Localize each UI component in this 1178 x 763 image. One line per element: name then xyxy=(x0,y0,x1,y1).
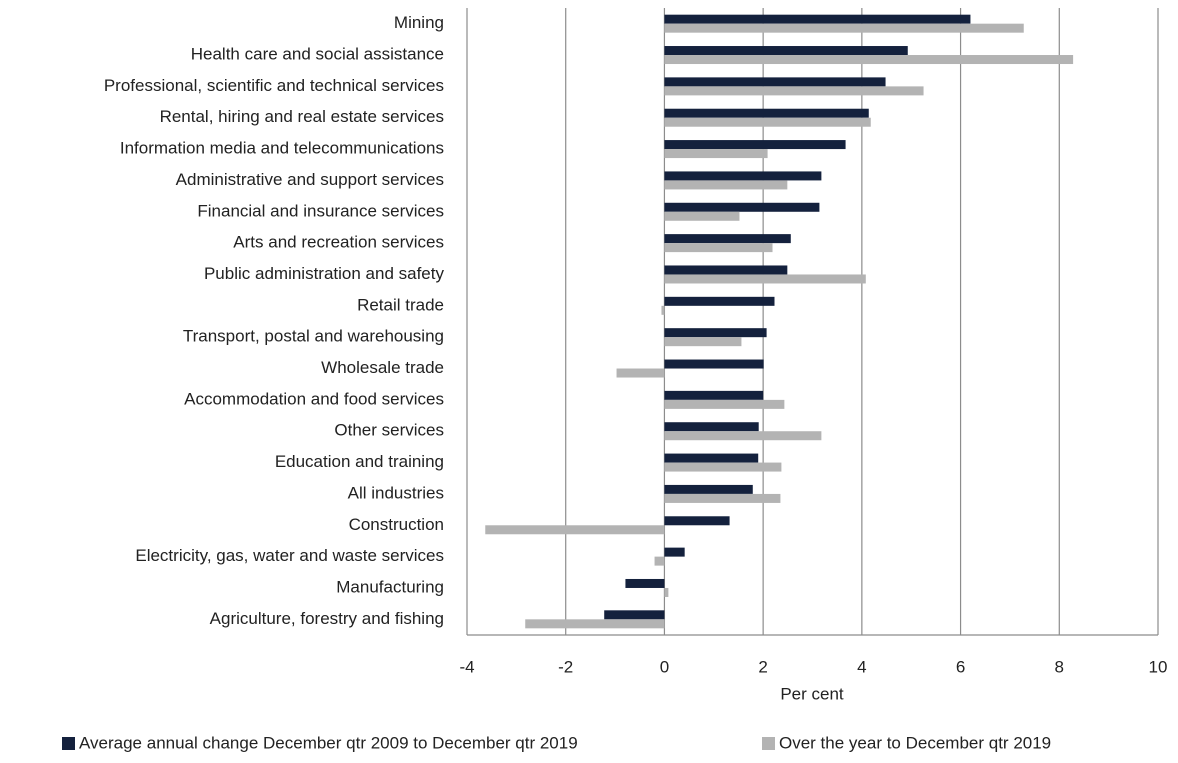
bar xyxy=(664,180,788,190)
bar xyxy=(664,422,759,432)
y-tick-label: Information media and telecommunications xyxy=(120,139,444,158)
bar xyxy=(604,610,665,620)
bar xyxy=(664,274,866,284)
x-tick-label: 4 xyxy=(857,657,866,676)
bar xyxy=(664,117,871,127)
x-tick-label: -4 xyxy=(459,657,474,676)
bar xyxy=(661,305,665,315)
y-tick-label: Other services xyxy=(334,421,444,440)
bar xyxy=(664,484,753,494)
y-tick-label: Wholesale trade xyxy=(321,358,444,377)
bar xyxy=(664,202,820,212)
bar xyxy=(664,516,730,526)
bar xyxy=(616,368,665,378)
bar xyxy=(664,547,685,557)
y-tick-label: Health care and social assistance xyxy=(191,45,444,64)
legend-swatch xyxy=(62,737,75,750)
bar xyxy=(525,619,665,629)
x-tick-label: 0 xyxy=(660,657,669,676)
y-tick-label: Financial and insurance services xyxy=(197,201,444,220)
bar xyxy=(664,46,908,56)
bar xyxy=(664,14,971,24)
bar xyxy=(664,296,775,306)
bar xyxy=(664,243,773,253)
bar xyxy=(664,337,742,347)
y-tick-label: Accommodation and food services xyxy=(184,389,444,408)
bar xyxy=(664,140,846,150)
bar xyxy=(664,462,782,472)
x-tick-label: 10 xyxy=(1149,657,1168,676)
y-tick-label: Administrative and support services xyxy=(176,170,444,189)
y-tick-label: Education and training xyxy=(275,452,444,471)
y-tick-label: Arts and recreation services xyxy=(233,233,444,252)
y-tick-label: Electricity, gas, water and waste servic… xyxy=(135,546,444,565)
legend-swatch xyxy=(762,737,775,750)
y-tick-label: Rental, hiring and real estate services xyxy=(160,107,444,126)
bar xyxy=(654,556,665,566)
bar xyxy=(625,578,665,588)
y-tick-label: Professional, scientific and technical s… xyxy=(104,76,444,95)
legend-label: Over the year to December qtr 2019 xyxy=(779,733,1051,752)
bar xyxy=(664,453,759,463)
bar xyxy=(664,55,1074,65)
y-tick-label: Transport, postal and warehousing xyxy=(183,327,444,346)
bar xyxy=(664,265,788,275)
bar xyxy=(664,359,764,369)
y-tick-label: Manufacturing xyxy=(336,577,444,596)
bar xyxy=(664,23,1024,33)
x-tick-label: 2 xyxy=(758,657,767,676)
bar xyxy=(664,234,791,244)
x-tick-label: 8 xyxy=(1055,657,1064,676)
bar xyxy=(664,390,764,400)
y-tick-label: Construction xyxy=(349,515,444,534)
y-tick-label: Retail trade xyxy=(357,295,444,314)
bar xyxy=(664,108,869,118)
bar xyxy=(664,493,781,503)
y-tick-label: All industries xyxy=(348,483,444,502)
bar xyxy=(664,211,740,221)
bar xyxy=(664,399,785,409)
y-tick-label: Public administration and safety xyxy=(204,264,445,283)
bar xyxy=(664,171,822,181)
x-axis-label: Per cent xyxy=(780,684,844,703)
bar xyxy=(664,431,822,441)
y-tick-label: Mining xyxy=(394,13,444,32)
bar xyxy=(664,328,767,338)
bar xyxy=(664,587,669,597)
bar xyxy=(664,149,768,159)
legend-label: Average annual change December qtr 2009 … xyxy=(79,733,578,752)
bar xyxy=(664,86,924,96)
x-tick-label: -2 xyxy=(558,657,573,676)
bar xyxy=(664,77,886,87)
y-tick-label: Agriculture, forestry and fishing xyxy=(210,609,444,628)
bar xyxy=(485,525,665,535)
x-tick-label: 6 xyxy=(956,657,965,676)
